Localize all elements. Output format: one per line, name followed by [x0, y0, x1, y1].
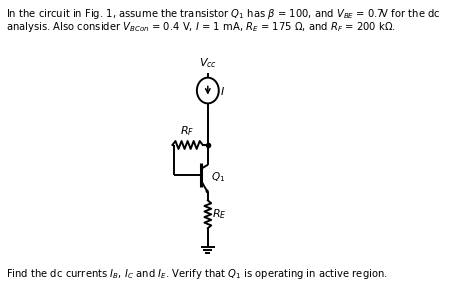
Text: In the circuit in Fig. 1, assume the transistor $Q_1$ has $\beta$ = 100, and $V_: In the circuit in Fig. 1, assume the tra… [7, 7, 441, 21]
Text: Find the dc currents $I_B$, $I_C$ and $I_E$. Verify that $Q_1$ is operating in a: Find the dc currents $I_B$, $I_C$ and $I… [7, 267, 388, 281]
Text: analysis. Also consider $V_{BCon}$ = 0.4 V, $I$ = 1 mA, $R_E$ = 175 $\Omega$, an: analysis. Also consider $V_{BCon}$ = 0.4… [7, 20, 396, 34]
Text: $V_{cc}$: $V_{cc}$ [199, 56, 217, 70]
Text: $I$: $I$ [220, 84, 226, 96]
Text: $R_E$: $R_E$ [212, 207, 227, 221]
Text: $R_F$: $R_F$ [181, 124, 195, 138]
Text: $Q_1$: $Q_1$ [211, 170, 225, 183]
